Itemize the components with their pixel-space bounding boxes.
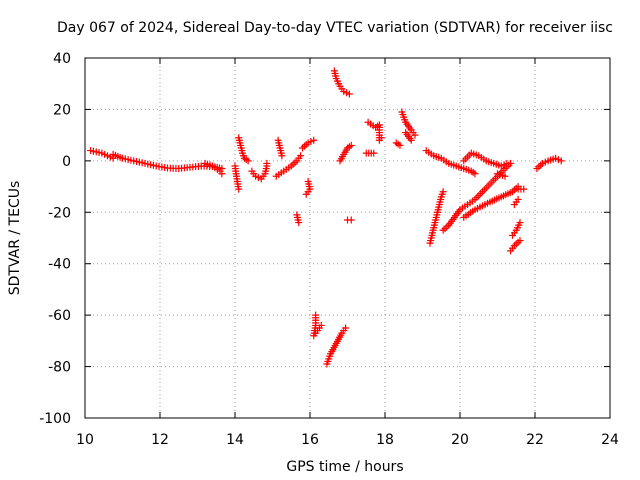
data-point (407, 136, 415, 144)
data-point (396, 141, 404, 149)
data-point (501, 172, 509, 180)
y-tick-label: -60 (48, 308, 71, 324)
axis-ticks (84, 57, 611, 419)
y-tick-label: 40 (53, 51, 71, 67)
y-tick-label: 0 (62, 154, 71, 170)
y-tick-labels: -100 -80 -60 -40 -20 0 20 40 (39, 51, 71, 427)
grid-lines (85, 58, 610, 418)
data-point (503, 159, 511, 167)
x-tick-labels: 10 12 14 16 18 20 22 24 (76, 432, 619, 448)
data-point (295, 219, 303, 227)
x-tick-label: 14 (226, 432, 244, 448)
data-point (370, 149, 378, 157)
x-tick-label: 22 (526, 432, 544, 448)
data-point (557, 157, 565, 165)
data-point (310, 136, 318, 144)
x-tick-label: 10 (76, 432, 94, 448)
data-point (345, 90, 353, 98)
data-point (317, 321, 325, 329)
y-tick-label: -100 (39, 411, 71, 427)
data-point (263, 159, 271, 167)
data-point (347, 141, 355, 149)
y-tick-label: 20 (53, 102, 71, 118)
x-tick-label: 16 (301, 432, 319, 448)
x-tick-label: 18 (376, 432, 394, 448)
data-point (514, 195, 522, 203)
y-tick-label: -40 (48, 257, 71, 273)
data-point (520, 185, 528, 193)
data-point (302, 190, 310, 198)
x-tick-label: 24 (601, 432, 619, 448)
y-tick-label: -80 (48, 360, 71, 376)
data-point (278, 152, 286, 160)
x-axis-label: GPS time / hours (286, 459, 403, 475)
data-point (244, 157, 252, 165)
data-point (516, 237, 524, 245)
chart-title: Day 067 of 2024, Sidereal Day-to-day VTE… (57, 20, 613, 36)
data-point (377, 134, 385, 142)
data-point (347, 216, 355, 224)
data-point (516, 219, 524, 227)
plot-frame (84, 57, 611, 419)
data-point (411, 131, 419, 139)
data-point (342, 324, 350, 332)
x-tick-label: 20 (451, 432, 469, 448)
y-tick-label: -20 (48, 205, 71, 221)
data-points (87, 67, 565, 368)
data-point (439, 188, 447, 196)
y-axis-label: SDTVAR / TECUs (7, 181, 23, 296)
data-point (218, 170, 226, 178)
data-point (297, 152, 305, 160)
data-point (235, 185, 243, 193)
x-tick-label: 12 (151, 432, 169, 448)
data-point (471, 170, 479, 178)
